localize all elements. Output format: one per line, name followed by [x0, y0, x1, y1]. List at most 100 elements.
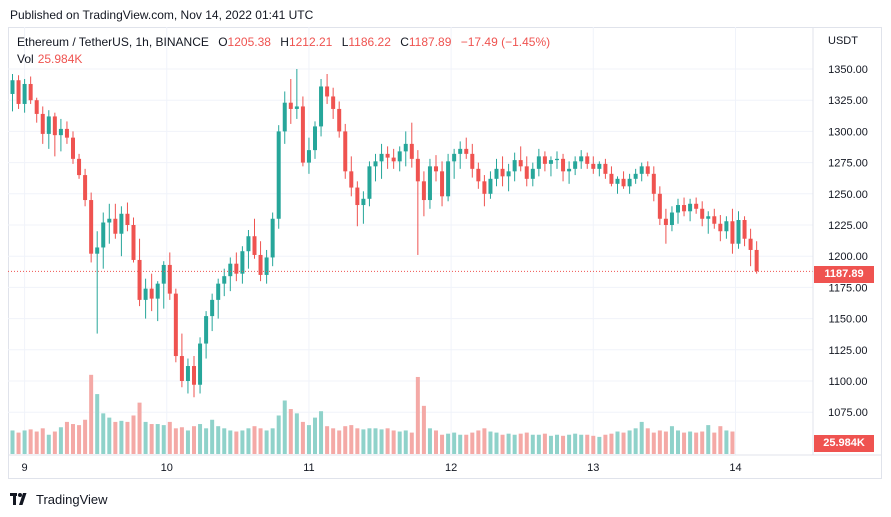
candle-body [609, 173, 614, 184]
volume-bar [258, 428, 263, 454]
candle [40, 106, 45, 144]
candle-body [10, 80, 15, 94]
candle-body [669, 212, 674, 225]
candle [700, 201, 705, 227]
candle-body [415, 158, 420, 182]
volume-bar [222, 428, 227, 454]
candle [131, 217, 136, 263]
published-caption: Published on TradingView.com, Nov 14, 20… [10, 8, 314, 22]
candle-body [149, 288, 154, 299]
volume-bar [415, 376, 420, 454]
volume-bar [337, 430, 342, 454]
candle-body [657, 193, 662, 219]
tradingview-wordmark: TradingView [36, 491, 108, 507]
candle-body [258, 254, 263, 275]
candle [446, 153, 451, 202]
candle [621, 171, 626, 189]
time-tick-label: 9 [22, 462, 28, 474]
axis-currency-label: USDT [828, 35, 858, 47]
candle [101, 212, 106, 269]
volume-bar [676, 430, 680, 454]
candle [288, 78, 293, 124]
volume-bar [458, 434, 463, 454]
candle-body [427, 166, 432, 201]
volume-bar [573, 433, 578, 454]
candle-body [434, 166, 438, 172]
candle-body [597, 163, 602, 169]
candle-body [40, 113, 45, 134]
volume-bar [518, 433, 523, 454]
candle-body [730, 221, 735, 244]
candle-body [367, 166, 372, 199]
volume-bar [131, 415, 136, 454]
candle-body [530, 168, 535, 179]
candle-body [403, 143, 408, 152]
candle-body [476, 168, 481, 182]
volume-bar [639, 421, 644, 454]
volume-bar [434, 430, 438, 454]
candle-body [107, 218, 112, 223]
candle [651, 166, 656, 202]
candle [16, 75, 21, 109]
volume-bar [204, 428, 209, 454]
volume-bar [379, 429, 384, 454]
volume-bar [349, 425, 354, 454]
candle-body [234, 263, 239, 274]
volume-bar [40, 428, 45, 454]
tradingview-brand[interactable]: TradingView [10, 490, 108, 508]
close-value: 1187.89 [408, 35, 452, 49]
volume-bar [185, 430, 190, 454]
price-tick-label: 1350.00 [828, 64, 868, 76]
volume-bar [627, 430, 632, 454]
volume-bar [313, 417, 317, 454]
candle-body [470, 153, 475, 169]
candle-body [28, 83, 33, 101]
candle [373, 153, 378, 182]
candle [500, 156, 505, 187]
candle [306, 137, 311, 174]
volume-bar [149, 424, 154, 454]
candle [319, 78, 324, 137]
candle [71, 131, 75, 164]
candle [58, 118, 63, 152]
candle [633, 168, 638, 184]
volume-bar [446, 433, 451, 454]
candle-body [113, 218, 118, 234]
candle-body [754, 249, 759, 272]
candle [113, 203, 118, 239]
candle-body [512, 160, 517, 172]
volume-bar [143, 421, 148, 454]
candle [264, 249, 269, 284]
candle [52, 112, 57, 157]
candle [718, 215, 723, 242]
candle-body [536, 156, 541, 169]
candle-body [276, 131, 281, 219]
volume-bar [440, 434, 445, 454]
volume-bar [192, 426, 196, 454]
candle-body [119, 213, 124, 234]
candle [107, 203, 112, 244]
candle [167, 252, 172, 300]
candle-body [561, 158, 566, 172]
candle-body [742, 220, 747, 239]
candle [64, 121, 69, 144]
candle-body [518, 160, 523, 167]
candle [742, 216, 747, 247]
volume-bar [488, 431, 493, 454]
candle-body [313, 126, 317, 151]
candle [561, 153, 566, 182]
price-tick-label: 1200.00 [828, 251, 868, 263]
price-tick-label: 1325.00 [828, 95, 868, 107]
candle [409, 122, 414, 168]
candle-body [373, 161, 378, 167]
candle-body [700, 208, 705, 219]
volume-bar [694, 432, 699, 454]
candle-body [16, 80, 21, 104]
volume-bar [46, 434, 51, 454]
volume-bar [633, 428, 638, 454]
candle-body [651, 173, 656, 194]
candle [476, 162, 481, 189]
candle [294, 69, 299, 119]
volume-bar [688, 431, 693, 454]
